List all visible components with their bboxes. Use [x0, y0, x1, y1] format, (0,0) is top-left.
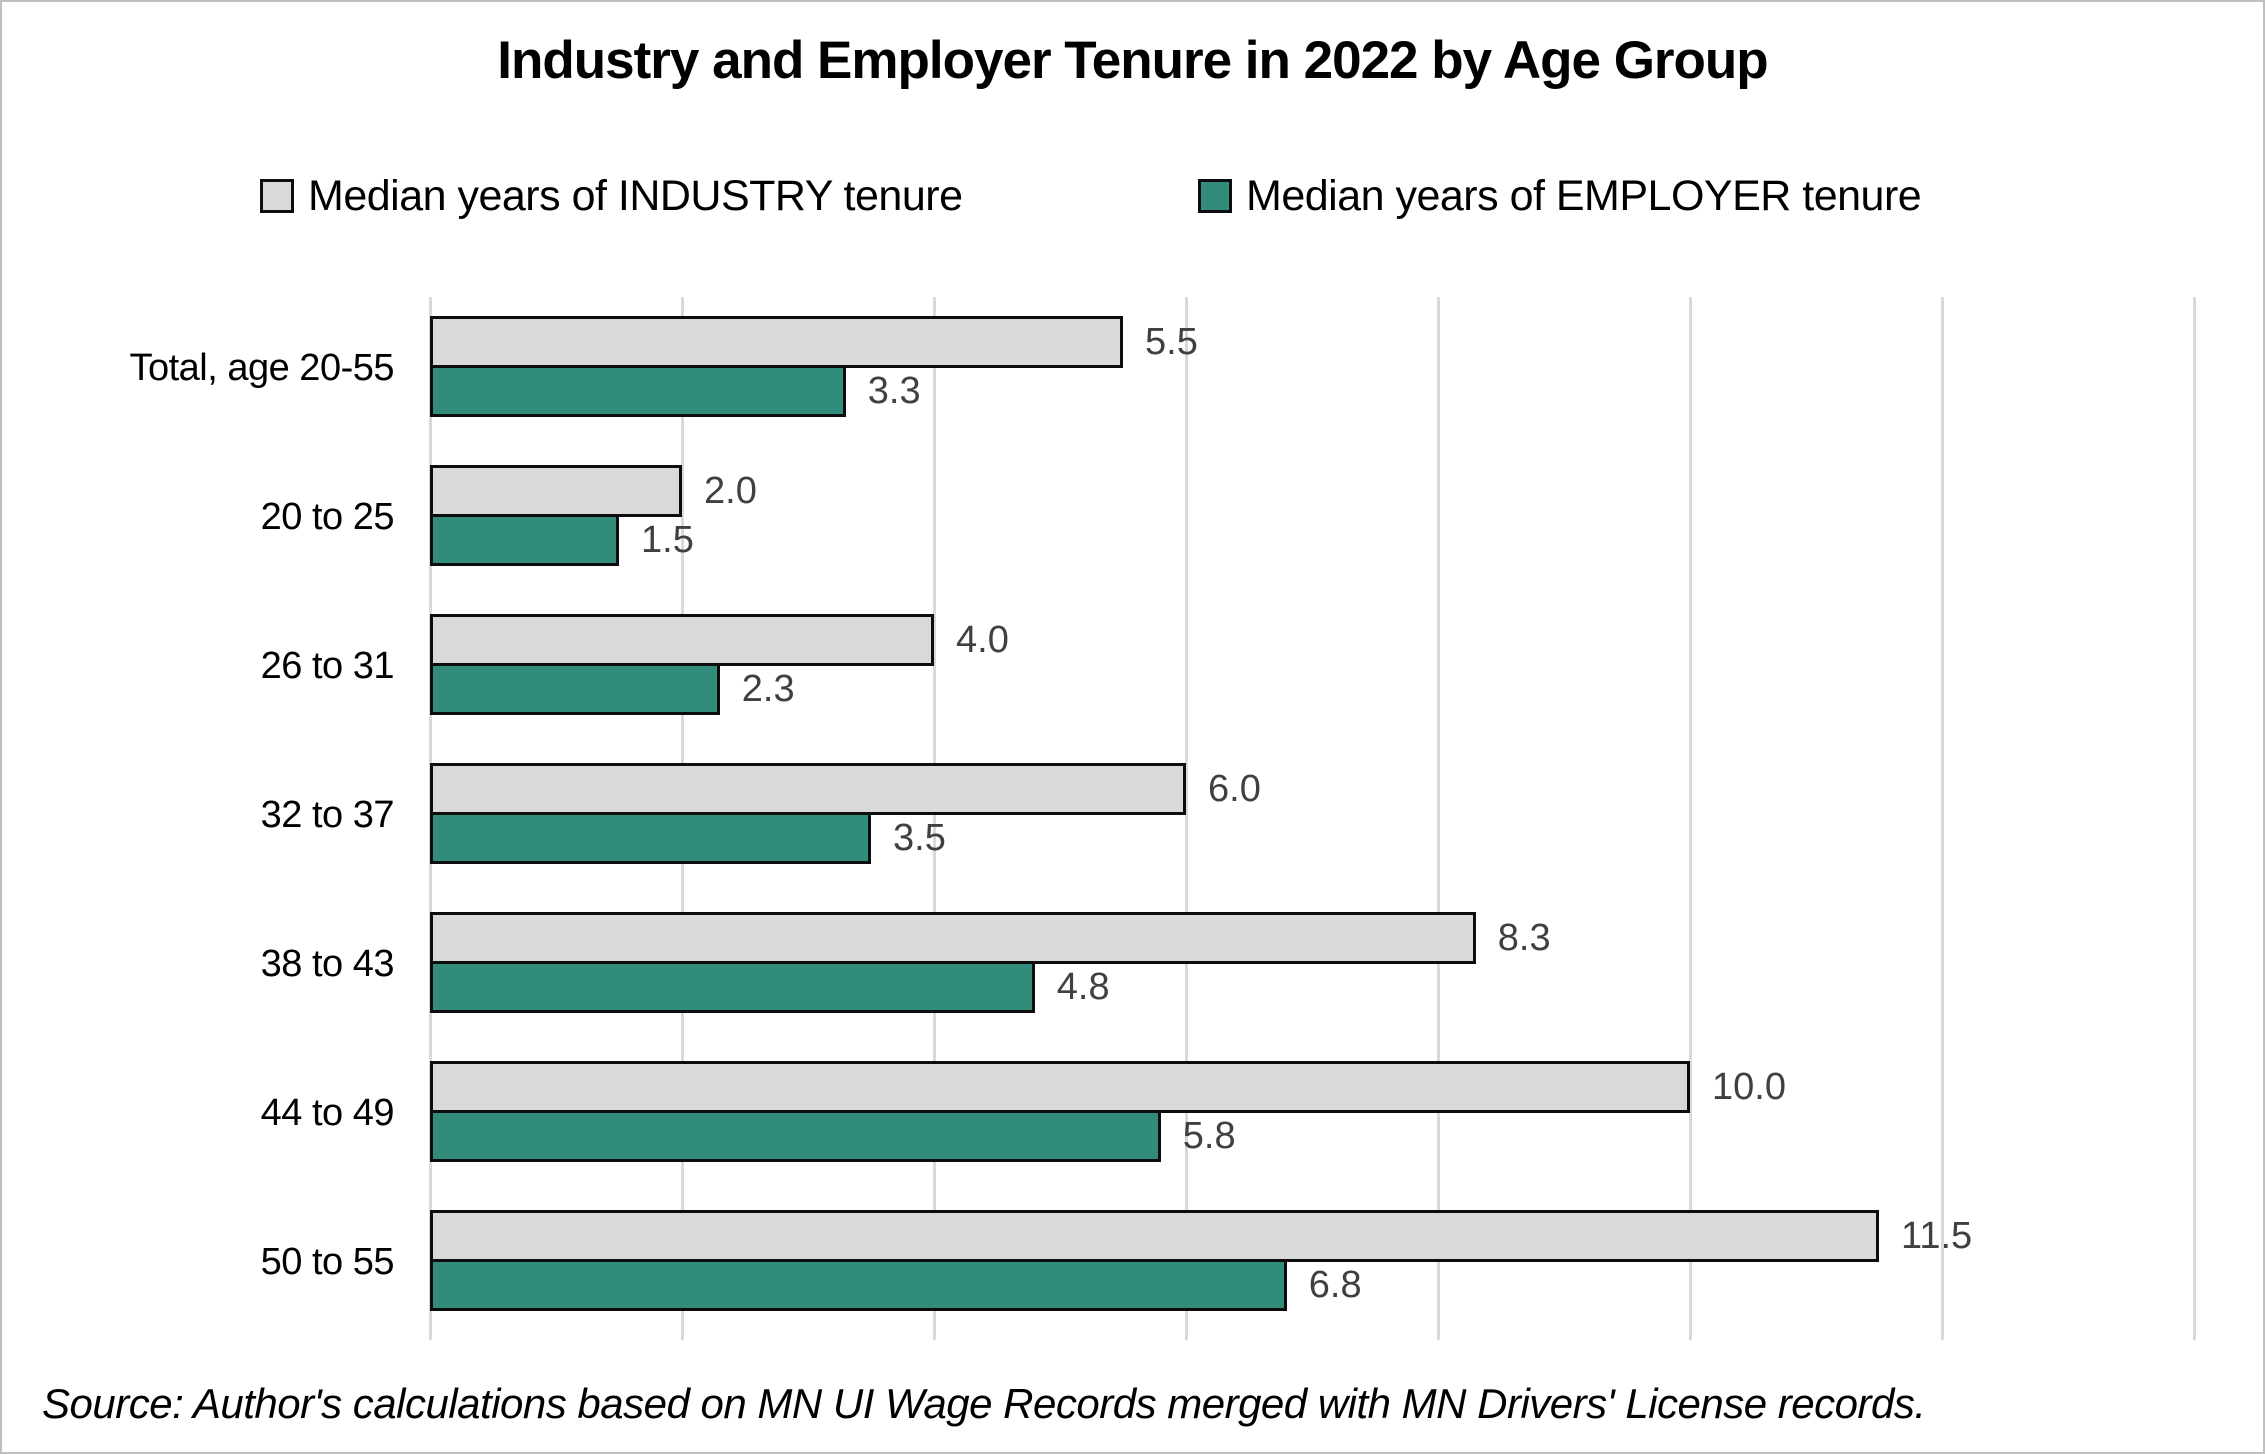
industry-bar [430, 1210, 1879, 1262]
category-label: 44 to 49 [260, 1092, 395, 1134]
value-label: 2.0 [704, 470, 757, 512]
gridline [1437, 297, 1440, 1340]
category-label: 32 to 37 [260, 794, 395, 836]
employer-bar [430, 514, 619, 566]
source-note: Source: Author's calculations based on M… [42, 1380, 1926, 1427]
industry-bar [430, 316, 1123, 368]
value-label: 4.0 [956, 619, 1009, 661]
gridline [1689, 297, 1692, 1340]
gridline [933, 297, 936, 1340]
gridline [2193, 297, 2196, 1340]
employer-bar [430, 1259, 1287, 1311]
chart-row: 11.5 6.8 [430, 1191, 2194, 1340]
value-label: 5.5 [1145, 321, 1198, 363]
value-label: 10.0 [1712, 1066, 1786, 1108]
chart-row: 5.5 3.3 [430, 297, 2194, 446]
category-label: 50 to 55 [260, 1241, 395, 1283]
industry-bar [430, 465, 682, 517]
category-label: 26 to 31 [260, 645, 395, 687]
gridline [1185, 297, 1188, 1340]
employer-bar [430, 961, 1035, 1013]
value-label: 5.8 [1182, 1115, 1236, 1157]
category-label: 20 to 25 [260, 496, 395, 538]
industry-bar [430, 912, 1476, 964]
value-label: 6.0 [1208, 768, 1261, 810]
legend-item-industry: Median years of INDUSTRY tenure [260, 171, 963, 220]
employer-bar [430, 1110, 1161, 1162]
value-label: 2.3 [741, 668, 795, 710]
value-label: 1.5 [641, 519, 694, 561]
legend-label-employer: Median years of EMPLOYER tenure [1246, 171, 1922, 220]
value-label: 11.5 [1901, 1215, 1973, 1257]
industry-bar [430, 614, 934, 666]
gridline [1941, 297, 1944, 1340]
chart-title: Industry and Employer Tenure in 2022 by … [497, 31, 1768, 90]
industry-legend-swatch-icon [260, 179, 294, 213]
chart-row: 6.0 3.5 [430, 744, 2194, 893]
value-label: 6.8 [1308, 1264, 1362, 1306]
industry-bar [430, 763, 1186, 815]
value-label: 3.5 [893, 817, 946, 859]
industry-bar [430, 1061, 1690, 1113]
value-label: 8.3 [1497, 917, 1551, 959]
value-label: 4.8 [1056, 966, 1110, 1008]
employer-bar [430, 365, 846, 417]
employer-legend-swatch-icon [1198, 179, 1232, 213]
employer-bar [430, 812, 871, 864]
value-label: 3.3 [867, 370, 921, 412]
category-label: Total, age 20-55 [129, 347, 394, 389]
chart-row: 8.3 4.8 [430, 893, 2194, 1042]
plot-area: 5.5 3.3 2.0 1.5 4.0 2.3 6.0 3.5 8.3 4.8 10.0 5.8 11.… [429, 297, 2196, 1340]
legend-label-industry: Median years of INDUSTRY tenure [308, 171, 963, 220]
chart-row: 2.0 1.5 [430, 446, 2194, 595]
category-label: 38 to 43 [260, 943, 395, 985]
chart-row: 10.0 5.8 [430, 1042, 2194, 1191]
employer-bar [430, 663, 720, 715]
chart-row: 4.0 2.3 [430, 595, 2194, 744]
legend-item-employer: Median years of EMPLOYER tenure [1198, 171, 1922, 220]
